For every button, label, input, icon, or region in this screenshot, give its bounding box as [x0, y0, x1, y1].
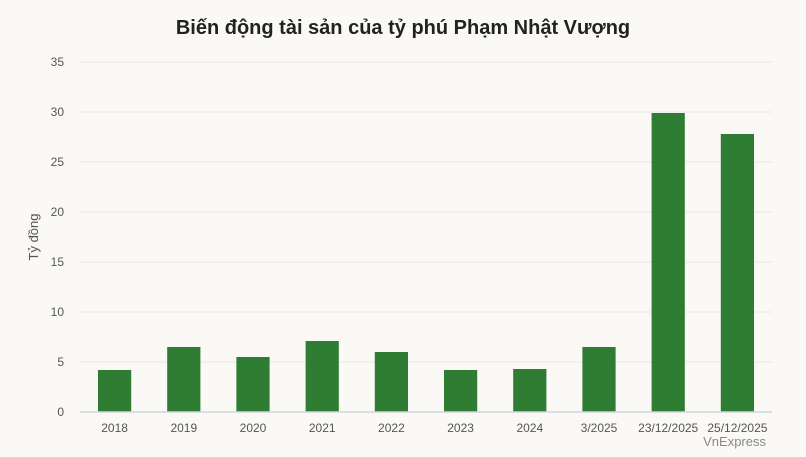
axes: 0 5 10 15 20 25 30 35 2018 2019 2020 2021 2022 2023 20…: [51, 55, 772, 435]
bars: [97, 113, 755, 412]
bar-2019[interactable]: [167, 347, 201, 412]
y-tick-label: 5: [57, 355, 64, 369]
bar-3-2025[interactable]: [582, 347, 616, 412]
x-tick-label: 2019: [170, 421, 197, 435]
bar-23-12-2025[interactable]: [651, 113, 685, 412]
x-tick-label: 23/12/2025: [638, 421, 698, 435]
x-tick-label: 2024: [516, 421, 543, 435]
bar-2022[interactable]: [374, 352, 409, 412]
y-tick-label: 20: [51, 205, 65, 219]
y-tick-label: 10: [51, 305, 65, 319]
source-credit: VnExpress: [703, 434, 766, 449]
y-tick-label: 25: [51, 155, 65, 169]
bar-2023[interactable]: [443, 370, 478, 412]
x-tick-label: 2023: [447, 421, 474, 435]
y-tick-label: 0: [57, 405, 64, 419]
y-tick-label: 30: [51, 105, 65, 119]
y-tick-label: 35: [51, 55, 65, 69]
y-tick-label: 15: [51, 255, 65, 269]
x-tick-label: 2021: [309, 421, 336, 435]
bar-2020[interactable]: [236, 357, 270, 412]
x-tick-label: 2020: [240, 421, 267, 435]
bar-2024[interactable]: [513, 369, 547, 412]
x-tick-label: 3/2025: [581, 421, 618, 435]
bar-2018[interactable]: [97, 370, 132, 412]
chart-title: Biến động tài sản của tỷ phú Phạm Nhật V…: [175, 17, 631, 39]
bar-25-12-2025[interactable]: [720, 134, 755, 412]
x-tick-label: 2022: [378, 421, 405, 435]
x-tick-label: 2018: [101, 421, 128, 435]
x-tick-label: 25/12/2025: [707, 421, 767, 435]
y-axis-label: Tỷ đồng: [26, 214, 41, 261]
bar-2021[interactable]: [305, 341, 339, 412]
